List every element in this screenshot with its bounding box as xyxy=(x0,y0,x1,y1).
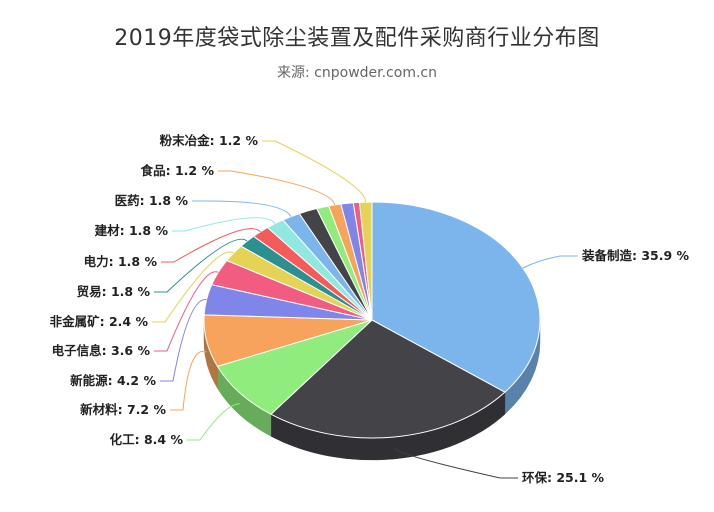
data-label-新能源: 新能源: 4.2 % xyxy=(70,373,156,388)
chart-title: 2019年度袋式除尘装置及配件采购商行业分布图 xyxy=(114,26,600,51)
connector-line-非金属矿 xyxy=(152,251,234,323)
connector-line-装备制造 xyxy=(522,255,578,269)
pie-slice-装备制造[interactable] xyxy=(371,201,541,393)
connector-line-粉末冶金 xyxy=(262,140,367,203)
data-label-化工: 化工: 8.4 % xyxy=(110,432,184,447)
data-label-食品: 食品: 1.2 % xyxy=(140,163,215,178)
connector-line-食品 xyxy=(218,170,336,206)
pie-top-faces xyxy=(203,201,541,439)
data-label-贸易: 贸易: 1.8 % xyxy=(77,284,151,299)
connector-line-医药 xyxy=(192,200,292,217)
connector-line-新材料 xyxy=(170,350,207,411)
data-label-粉末冶金: 粉末冶金: 1.2 % xyxy=(160,133,259,148)
data-label-电力: 电力: 1.8 % xyxy=(84,254,158,269)
connector-line-电子信息 xyxy=(154,271,219,352)
data-label-电子信息: 电子信息: 3.6 % xyxy=(52,343,151,358)
data-label-环保: 环保: 25.1 % xyxy=(522,470,605,485)
data-label-医药: 医药: 1.8 % xyxy=(115,193,189,208)
data-label-装备制造: 装备制造: 35.9 % xyxy=(581,248,690,263)
connector-line-电力 xyxy=(161,228,261,263)
connector-line-新能源 xyxy=(160,299,207,382)
chart-subtitle: 来源: cnpowder.com.cn xyxy=(277,65,437,81)
data-label-新材料: 新材料: 7.2 % xyxy=(80,402,166,417)
connector-line-贸易 xyxy=(154,238,248,293)
connector-line-环保 xyxy=(393,447,518,479)
data-label-建材: 建材: 1.8 % xyxy=(95,223,169,238)
pie-labels: 装备制造: 35.9 % 环保: 25.1 % 化工: 8.4 % 新材料: 7.2 … xyxy=(50,133,690,485)
pie-slice-环保[interactable] xyxy=(270,319,506,439)
pie-slice-化工[interactable] xyxy=(216,319,373,415)
connector-line-化工 xyxy=(187,403,240,441)
data-label-非金属矿: 非金属矿: 2.4 % xyxy=(50,314,149,329)
connector-line-建材 xyxy=(172,217,276,232)
